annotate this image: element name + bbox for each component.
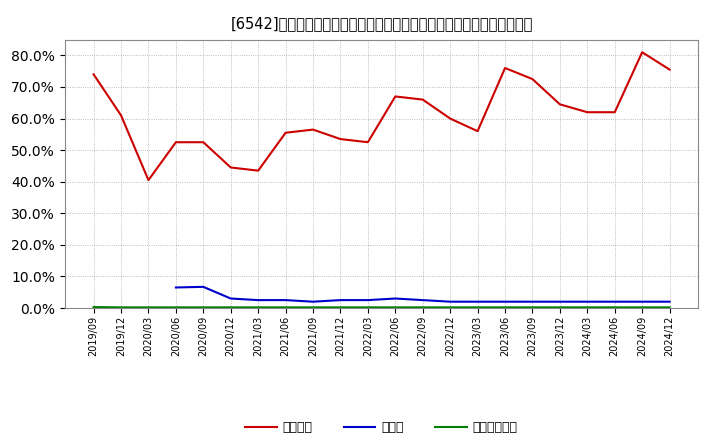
のれん (309, 299, 318, 304)
のれん (254, 297, 263, 303)
繰延税金資産 (171, 305, 180, 310)
Line: 自己資本: 自己資本 (94, 52, 670, 180)
自己資本 (418, 97, 427, 102)
のれん (473, 299, 482, 304)
繰延税金資産 (638, 305, 647, 310)
繰延税金資産 (665, 305, 674, 310)
のれん (171, 285, 180, 290)
自己資本 (528, 77, 537, 82)
のれん (282, 297, 290, 303)
自己資本 (611, 110, 619, 115)
のれん (500, 299, 509, 304)
のれん (226, 296, 235, 301)
のれん (391, 296, 400, 301)
自己資本 (226, 165, 235, 170)
Line: のれん: のれん (176, 287, 670, 302)
のれん (528, 299, 537, 304)
自己資本 (117, 113, 125, 118)
のれん (199, 284, 207, 290)
のれん (418, 297, 427, 303)
自己資本 (336, 136, 345, 142)
自己資本 (665, 67, 674, 72)
自己資本 (500, 66, 509, 71)
自己資本 (446, 116, 454, 121)
繰延税金資産 (583, 305, 592, 310)
自己資本 (171, 139, 180, 145)
繰延税金資産 (391, 305, 400, 310)
自己資本 (583, 110, 592, 115)
のれん (336, 297, 345, 303)
自己資本 (282, 130, 290, 136)
繰延税金資産 (309, 305, 318, 310)
繰延税金資産 (611, 305, 619, 310)
Legend: 自己資本, のれん, 繰延税金資産: 自己資本, のれん, 繰延税金資産 (240, 416, 523, 439)
自己資本 (556, 102, 564, 107)
自己資本 (254, 168, 263, 173)
繰延税金資産 (282, 305, 290, 310)
繰延税金資産 (556, 305, 564, 310)
繰延税金資産 (500, 305, 509, 310)
繰延税金資産 (364, 305, 372, 310)
繰延税金資産 (89, 304, 98, 310)
のれん (665, 299, 674, 304)
繰延税金資産 (144, 305, 153, 310)
のれん (556, 299, 564, 304)
繰延税金資産 (418, 305, 427, 310)
のれん (583, 299, 592, 304)
繰延税金資産 (226, 305, 235, 310)
自己資本 (89, 72, 98, 77)
繰延税金資産 (254, 305, 263, 310)
自己資本 (144, 177, 153, 183)
のれん (446, 299, 454, 304)
繰延税金資産 (199, 305, 207, 310)
のれん (638, 299, 647, 304)
自己資本 (638, 50, 647, 55)
自己資本 (391, 94, 400, 99)
繰延税金資産 (446, 305, 454, 310)
自己資本 (473, 128, 482, 134)
繰延税金資産 (528, 305, 537, 310)
繰延税金資産 (473, 305, 482, 310)
自己資本 (199, 139, 207, 145)
繰延税金資産 (336, 305, 345, 310)
繰延税金資産 (117, 305, 125, 310)
のれん (364, 297, 372, 303)
自己資本 (309, 127, 318, 132)
Title: [6542]　自己資本、のれん、繰延税金資産の総資産に対する比率の推移: [6542] 自己資本、のれん、繰延税金資産の総資産に対する比率の推移 (230, 16, 533, 32)
自己資本 (364, 139, 372, 145)
のれん (611, 299, 619, 304)
